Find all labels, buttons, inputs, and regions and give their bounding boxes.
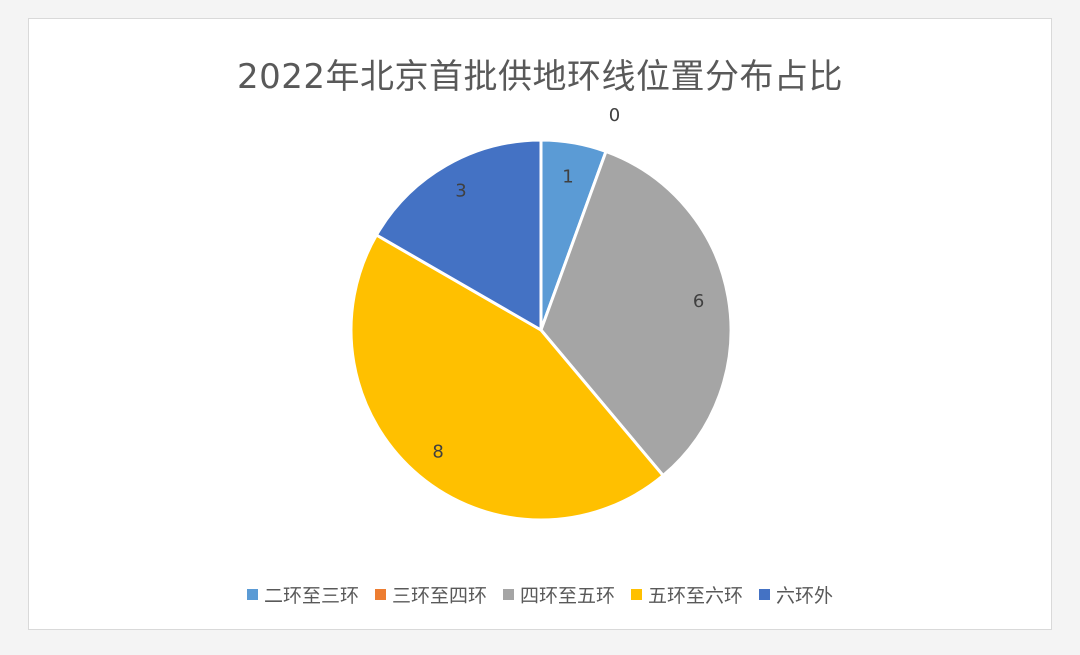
data-label: 3: [455, 180, 466, 201]
legend-swatch: [374, 589, 386, 600]
legend-swatch: [502, 589, 514, 600]
data-label: 0: [609, 105, 620, 126]
pie-slice[interactable]: [349, 232, 666, 522]
data-label: 1: [562, 166, 573, 187]
legend-swatch: [759, 589, 771, 600]
legend-label: 二环至三环: [263, 585, 359, 607]
legend-item[interactable]: 六环外: [759, 581, 833, 608]
chart-legend: 二环至三环 三环至四环 四环至五环 五环至六环 六环外: [29, 581, 1051, 608]
legend-label: 三环至四环: [391, 585, 487, 607]
legend-item[interactable]: 四环至五环: [502, 581, 615, 608]
chart-card: 2022年北京首批供地环线位置分布占比 1 0 6 8 3 二环至三环 三环至四环 四环至五…: [28, 18, 1052, 630]
pie-slice[interactable]: [374, 138, 543, 333]
legend-label: 五环至六环: [648, 585, 744, 607]
pie-chart: 1 0 6 8 3: [349, 105, 733, 522]
legend-item[interactable]: 五环至六环: [631, 581, 743, 608]
pie-slice[interactable]: [539, 149, 733, 478]
legend-swatch: [246, 589, 258, 600]
legend-label: 六环外: [776, 585, 834, 607]
legend-item[interactable]: 三环至四环: [374, 581, 487, 608]
legend-item[interactable]: 二环至三环: [246, 581, 359, 608]
legend-swatch: [631, 589, 642, 600]
data-labels: 1 0 6 8 3: [432, 105, 704, 463]
legend-label: 四环至五环: [519, 585, 615, 607]
chart-title: 2022年北京首批供地环线位置分布占比: [236, 57, 844, 97]
data-label: 8: [432, 442, 443, 463]
data-label: 6: [693, 291, 704, 312]
